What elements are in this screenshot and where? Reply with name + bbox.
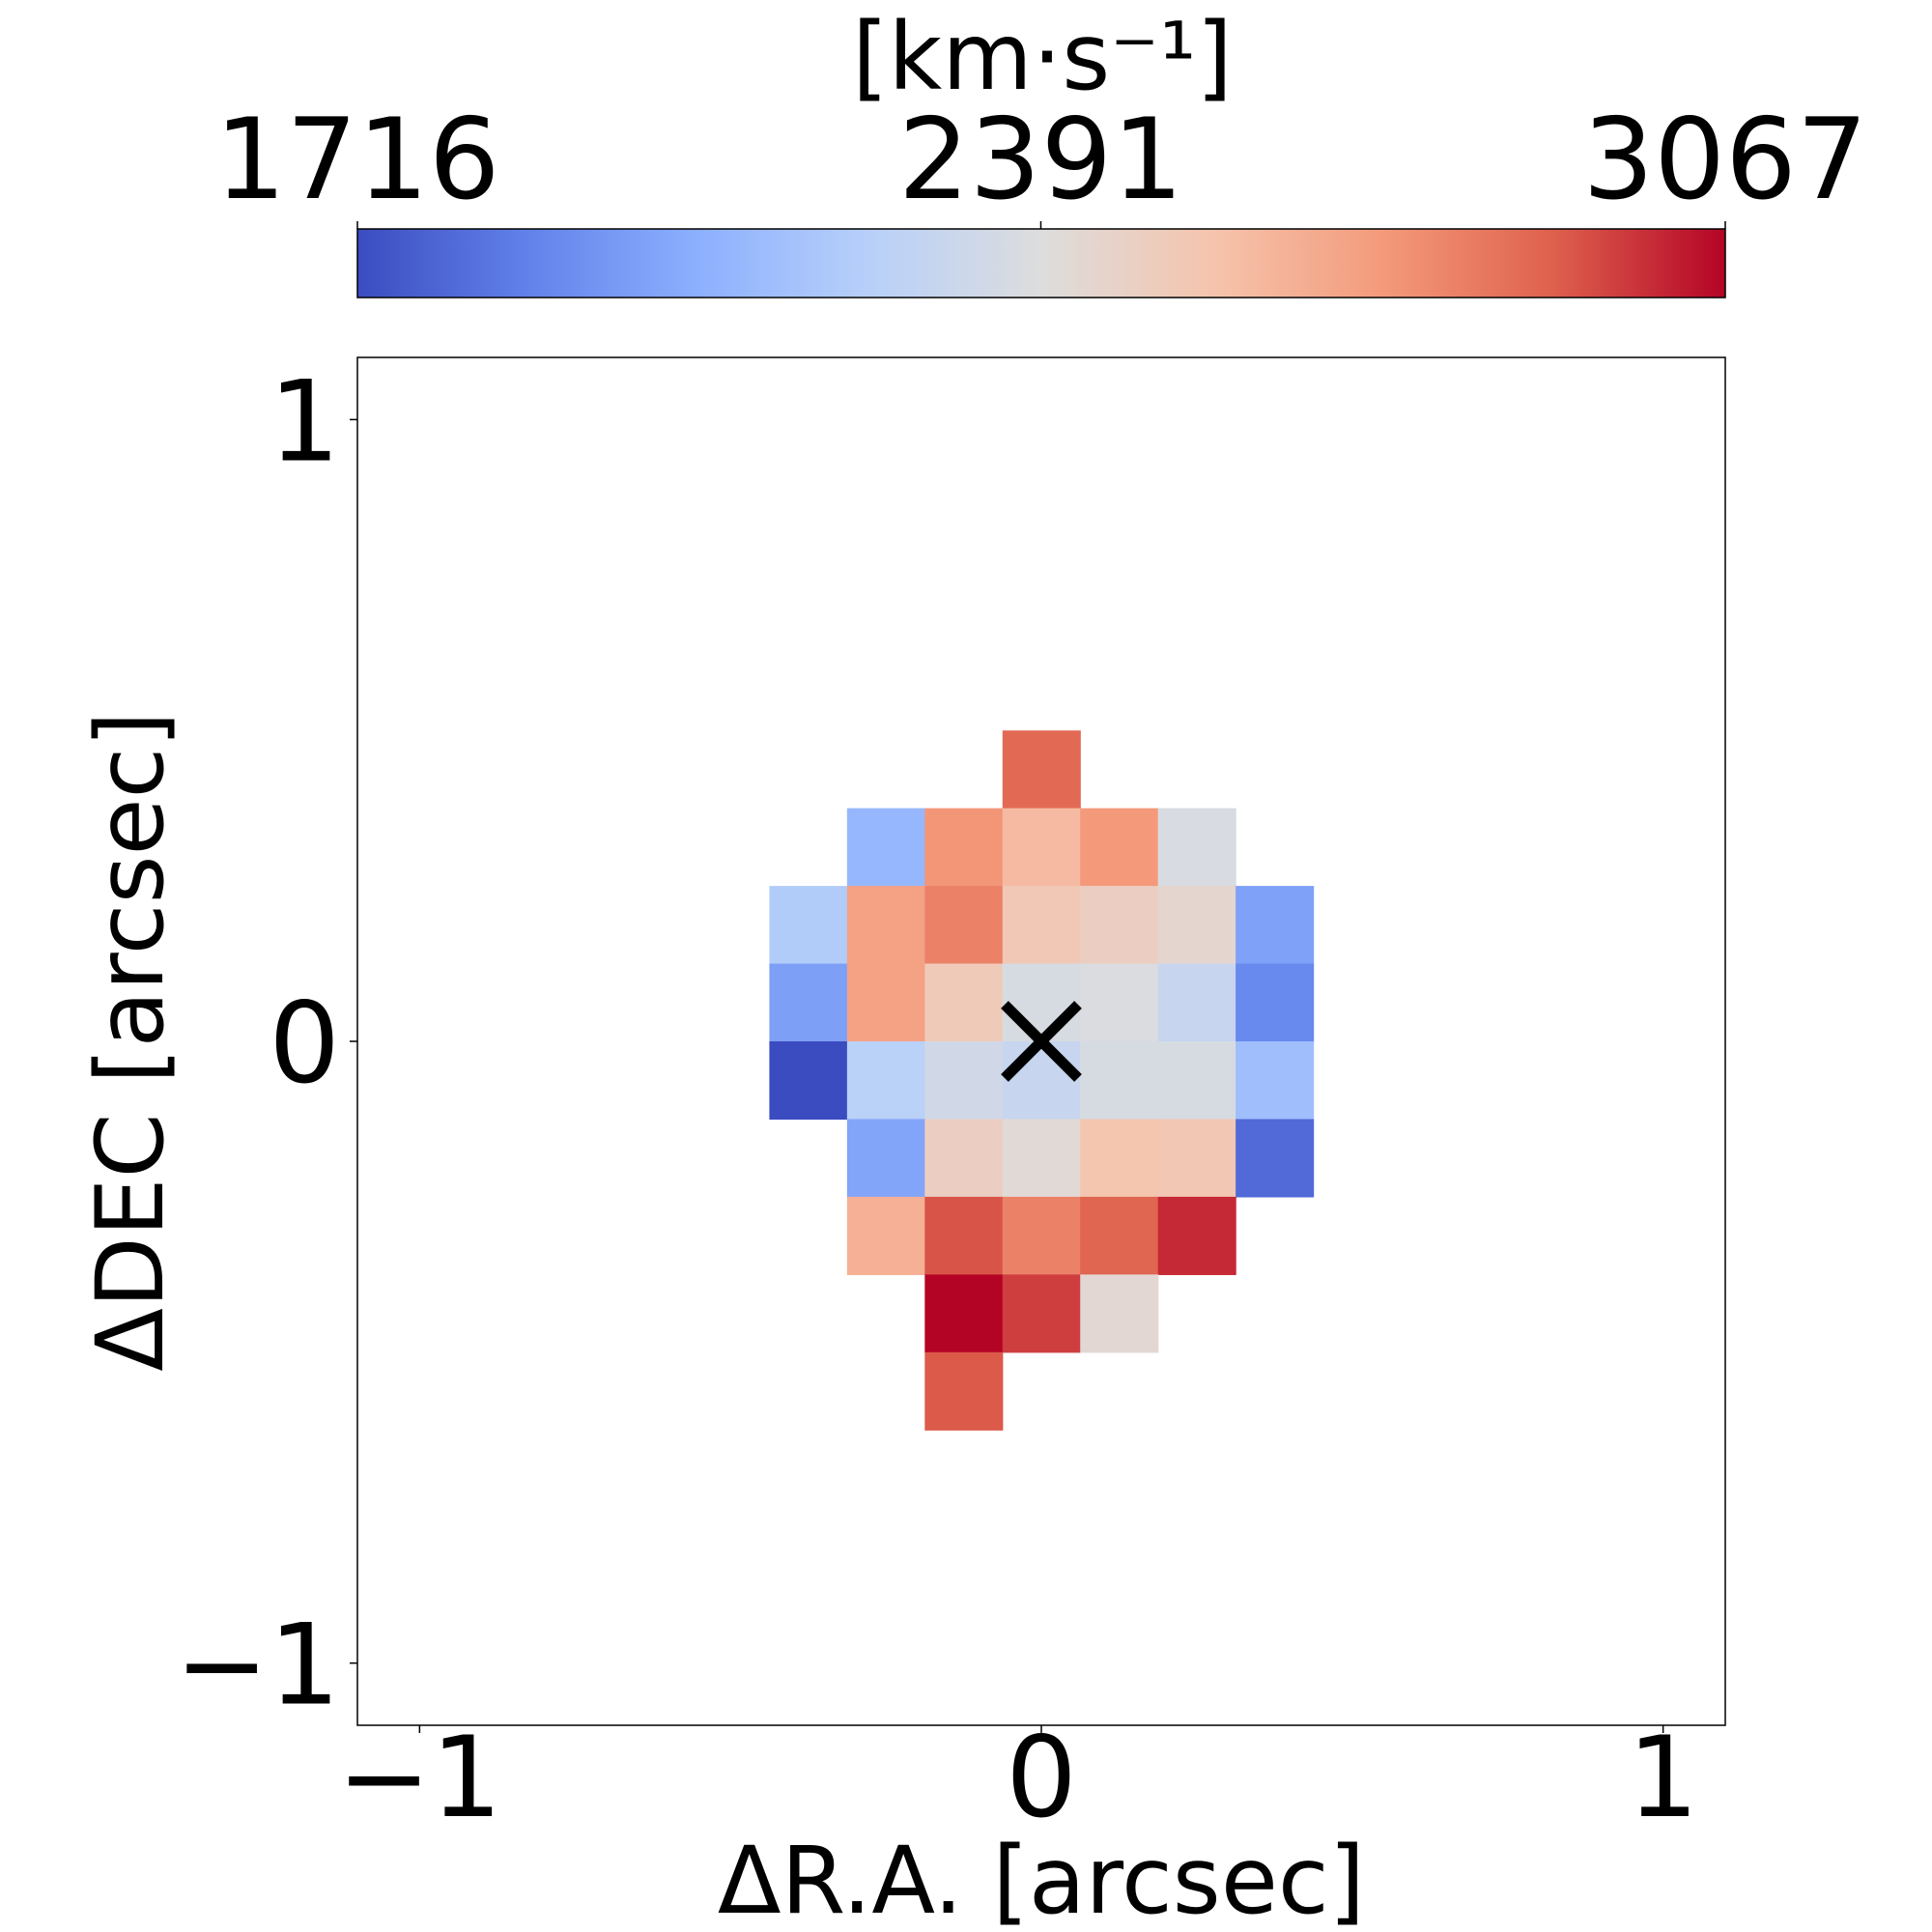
heatmap-cells [769,730,1315,1431]
heatmap-cell [1080,886,1159,965]
heatmap-plot: −1 0 1 −1 0 1 ΔR.A. [arcsec] ΔDEC [arcsec] [76,356,1726,1932]
heatmap-cell [1157,886,1236,965]
heatmap-cell [1002,886,1081,965]
colorbar-tick-label: 2391 [898,95,1183,225]
x-tick-label: −1 [337,1713,502,1843]
heatmap-cell [1002,1196,1081,1275]
y-tick-label: 1 [269,356,340,487]
heatmap-cell [924,886,1004,965]
heatmap-cell [1080,1196,1159,1275]
heatmap-cell [924,963,1004,1042]
colorbar: [km·s⁻¹] 1716 2391 3067 [214,3,1868,298]
colorbar-tick-label: 3067 [1582,95,1867,225]
heatmap-cell [924,1274,1004,1353]
x-tick-label: 1 [1628,1713,1699,1843]
heatmap-cell [1236,963,1315,1042]
colorbar-gradient [356,228,1726,298]
y-axis-ticks: −1 0 1 [175,356,357,1731]
colorbar-label: [km·s⁻¹] [852,3,1233,111]
heatmap-cell [846,886,925,965]
heatmap-cell [1157,963,1236,1042]
colorbar-ticks: 1716 2391 3067 [214,95,1868,229]
marker-stroke [1001,1001,1082,1082]
heatmap-cell [769,1041,848,1121]
heatmap-cell [1236,886,1315,965]
center-marker [1001,1001,1082,1082]
heatmap-cell [1080,1274,1159,1353]
heatmap-cell [1080,1119,1159,1198]
heatmap-cell [1157,1119,1236,1198]
heatmap-cell [769,963,848,1042]
y-tick-label: −1 [175,1601,340,1731]
heatmap-cell [1002,963,1081,1042]
heatmap-cell [846,963,925,1042]
colorbar-tick-label: 1716 [214,95,499,225]
heatmap-cell [846,808,925,887]
heatmap-cell [924,1119,1004,1198]
heatmap-cell [769,886,848,965]
y-axis-label: ΔDEC [arcsec] [76,711,185,1372]
heatmap-cell [1157,808,1236,887]
heatmap-cell [1236,1119,1315,1198]
heatmap-cell [924,1041,1004,1121]
x-tick-label: 0 [1006,1713,1077,1843]
x-axis-label: ΔR.A. [arcsec] [718,1827,1365,1932]
heatmap-cell [924,1196,1004,1275]
heatmap-cell [924,1351,1004,1431]
heatmap-cell [846,1119,925,1198]
heatmap-cell [1002,730,1081,810]
heatmap-cell [1002,1041,1081,1121]
x-axis-ticks: −1 0 1 [337,1713,1699,1843]
heatmap-cell [1157,1196,1236,1275]
heatmap-cell [846,1196,925,1275]
heatmap-cell [846,1041,925,1121]
heatmap-cell [1002,808,1081,887]
heatmap-cell [1080,808,1159,887]
heatmap-cell [1157,1041,1236,1121]
heatmap-cell [1080,963,1159,1042]
y-tick-label: 0 [269,979,340,1109]
heatmap-cell [1080,1041,1159,1121]
heatmap-cell [1002,1274,1081,1353]
heatmap-cell [1002,1119,1081,1198]
heatmap-cell [1236,1041,1315,1121]
heatmap-cell [924,808,1004,887]
